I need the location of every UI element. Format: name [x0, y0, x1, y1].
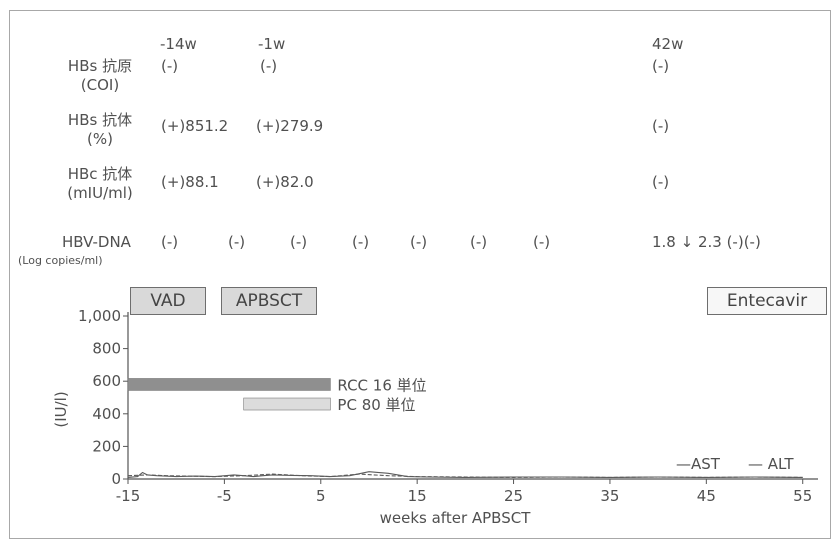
row-label-hbc-antibody: HBc 抗体	[67, 165, 133, 183]
y-tick-label: 800	[92, 340, 121, 358]
treatment-box-apbsct: APBSCT	[221, 287, 317, 315]
cell-hbv-dna-3: (-)	[290, 233, 308, 251]
row-unit-hbs-antibody: (%)	[87, 130, 113, 148]
cell-hbv-dna-1: (-)	[161, 233, 179, 251]
cell-hbv-dna-4: (-)	[352, 233, 370, 251]
row-unit-hbs-antigen: (COI)	[80, 76, 120, 94]
cell-hbv-dna-2: (-)	[228, 233, 246, 251]
cell-hbv-dna-5: (-)	[410, 233, 428, 251]
cell-hbs-antigen-minus14w: (-)	[161, 57, 179, 75]
y-tick-label: 600	[92, 372, 121, 390]
x-tick-label: 35	[600, 487, 619, 505]
x-tick-label: -5	[217, 487, 232, 505]
col-header-42w: 42w	[652, 35, 684, 53]
y-tick-label: 0	[111, 470, 121, 488]
x-tick-label: 45	[697, 487, 716, 505]
col-header-minus1w: -1w	[258, 35, 286, 53]
legend-entry-ast: —AST	[676, 455, 721, 473]
cell-hbs-antibody-42w: (-)	[652, 117, 670, 135]
legend-entry-alt: — ALT	[748, 455, 794, 473]
cell-hbs-antigen-minus1w: (-)	[260, 57, 278, 75]
transfusion-bar-label: RCC 16 単位	[337, 376, 426, 394]
x-tick-label: 5	[316, 487, 326, 505]
y-tick-label: 1,000	[78, 307, 121, 325]
col-header-minus14w: -14w	[160, 35, 197, 53]
cell-hbv-dna-42w: 1.8 ↓ 2.3 (-)(-)	[652, 233, 761, 251]
cell-hbv-dna-7: (-)	[533, 233, 551, 251]
transfusion-bar	[243, 397, 331, 411]
cell-hbc-antibody-42w: (-)	[652, 173, 670, 191]
x-tick-label: -15	[116, 487, 141, 505]
figure-frame	[9, 10, 831, 539]
row-unit-hbv-dna: (Log copies/ml)	[18, 254, 103, 267]
x-tick-label: 15	[408, 487, 427, 505]
transfusion-bar-label: PC 80 単位	[337, 396, 415, 414]
y-tick-label: 200	[92, 437, 121, 455]
cell-hbs-antigen-42w: (-)	[652, 57, 670, 75]
x-axis-label: weeks after APBSCT	[380, 509, 532, 527]
series-line-alt	[127, 473, 803, 478]
y-axis-label: (IU/l)	[52, 391, 70, 427]
cell-hbc-antibody-minus1w: (+)82.0	[256, 173, 314, 191]
row-unit-hbc-antibody: (mIU/ml)	[67, 184, 133, 202]
x-tick-label: 25	[504, 487, 523, 505]
y-tick-label: 400	[92, 405, 121, 423]
treatment-box-entecavir: Entecavir	[707, 287, 827, 315]
x-tick-label: 55	[793, 487, 812, 505]
cell-hbs-antibody-minus1w: (+)279.9	[256, 117, 324, 135]
row-label-hbs-antibody: HBs 抗体	[67, 111, 133, 129]
row-label-hbs-antigen: HBs 抗原	[67, 57, 133, 75]
treatment-box-vad: VAD	[130, 287, 206, 315]
cell-hbs-antibody-minus14w: (+)851.2	[161, 117, 229, 135]
cell-hbc-antibody-minus14w: (+)88.1	[161, 173, 219, 191]
cell-hbv-dna-6: (-)	[470, 233, 488, 251]
row-label-hbv-dna: HBV-DNA	[62, 233, 131, 251]
transfusion-bar	[127, 378, 331, 391]
